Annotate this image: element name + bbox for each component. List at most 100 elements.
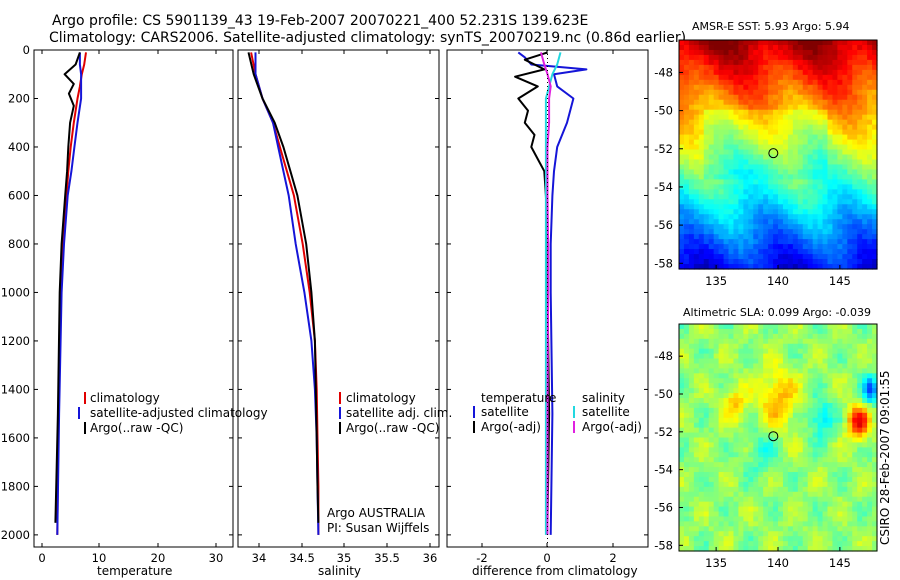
heatmap-cell bbox=[842, 417, 848, 424]
heatmap-cell bbox=[723, 54, 730, 61]
heatmap-cell bbox=[817, 452, 824, 458]
heatmap-cell bbox=[679, 174, 685, 180]
heatmap-cell bbox=[718, 511, 725, 518]
heatmap-cell bbox=[817, 189, 824, 195]
heatmap-cell bbox=[782, 249, 789, 255]
heatmap-cell bbox=[872, 511, 878, 518]
heatmap-cell bbox=[832, 462, 838, 468]
heatmap-cell bbox=[728, 189, 735, 195]
heatmap-cell bbox=[733, 109, 739, 116]
heatmap-cell bbox=[768, 496, 774, 503]
heatmap-cell bbox=[683, 69, 690, 76]
heatmap-cell bbox=[778, 501, 784, 508]
heatmap-cell bbox=[758, 333, 764, 340]
heatmap-cell bbox=[837, 363, 843, 370]
heatmap-cell bbox=[797, 194, 804, 200]
heatmap-cell bbox=[787, 437, 794, 444]
heatmap-cell bbox=[832, 169, 838, 176]
heatmap-cell bbox=[802, 348, 809, 355]
heatmap-cell bbox=[679, 104, 685, 111]
heatmap-cell bbox=[713, 79, 720, 86]
heatmap-cell bbox=[832, 472, 838, 478]
heatmap-cell bbox=[792, 234, 799, 240]
heatmap-cell bbox=[792, 109, 799, 116]
heatmap-cell bbox=[708, 417, 715, 424]
heatmap-cell bbox=[688, 476, 695, 483]
heatmap-cell bbox=[787, 159, 794, 166]
heatmap-cell bbox=[718, 114, 725, 121]
heatmap-cell bbox=[792, 154, 799, 161]
heatmap-cell bbox=[847, 402, 853, 409]
heatmap-cell bbox=[782, 254, 789, 260]
heatmap-cell bbox=[713, 457, 720, 463]
heatmap-cell bbox=[792, 526, 799, 532]
heatmap-cell bbox=[847, 49, 853, 56]
heatmap-cell bbox=[782, 407, 789, 414]
heatmap-cell bbox=[787, 154, 794, 161]
heatmap-cell bbox=[693, 239, 700, 245]
heatmap-cell bbox=[832, 219, 838, 225]
map-x-tick-label: 140 bbox=[767, 274, 789, 288]
heatmap-cell bbox=[718, 64, 725, 71]
heatmap-cell bbox=[718, 234, 725, 240]
heatmap-cell bbox=[679, 343, 685, 350]
heatmap-cell bbox=[827, 541, 834, 547]
heatmap-cell bbox=[852, 244, 858, 250]
heatmap-cell bbox=[778, 259, 784, 265]
heatmap-cell bbox=[743, 491, 749, 498]
heatmap-cell bbox=[857, 407, 863, 414]
heatmap-cell bbox=[857, 199, 863, 205]
heatmap-cell bbox=[733, 363, 739, 370]
heatmap-cell bbox=[688, 407, 695, 414]
heatmap-cell bbox=[778, 422, 784, 429]
heatmap-cell bbox=[738, 442, 744, 448]
heatmap-cell bbox=[753, 333, 759, 340]
heatmap-cell bbox=[797, 368, 804, 374]
heatmap-cell bbox=[748, 427, 754, 434]
heatmap-cell bbox=[797, 324, 804, 330]
heatmap-cell bbox=[733, 204, 739, 210]
heatmap-cell bbox=[728, 169, 735, 176]
heatmap-cell bbox=[842, 353, 848, 360]
heatmap-cell bbox=[852, 476, 858, 483]
heatmap-cell bbox=[743, 338, 749, 345]
heatmap-cell bbox=[782, 417, 789, 424]
heatmap-cell bbox=[867, 204, 873, 210]
heatmap-cell bbox=[787, 398, 794, 404]
heatmap-cell bbox=[688, 264, 695, 270]
heatmap-cell bbox=[713, 393, 720, 399]
heatmap-cell bbox=[733, 104, 739, 111]
heatmap-cell bbox=[723, 388, 730, 394]
y-tick-label: 800 bbox=[8, 237, 30, 251]
heatmap-cell bbox=[688, 40, 695, 46]
heatmap-cell bbox=[768, 94, 774, 101]
heatmap-cell bbox=[703, 229, 710, 235]
heatmap-cell bbox=[708, 179, 715, 185]
heatmap-cell bbox=[683, 254, 690, 260]
heatmap-cell bbox=[817, 516, 824, 522]
heatmap-cell bbox=[728, 204, 735, 210]
heatmap-cell bbox=[688, 144, 695, 151]
heatmap-cell bbox=[718, 393, 725, 399]
heatmap-cell bbox=[698, 214, 705, 220]
heatmap-cell bbox=[703, 452, 710, 458]
heatmap-cell bbox=[679, 328, 685, 335]
heatmap-cell bbox=[832, 338, 838, 345]
heatmap-cell bbox=[758, 452, 764, 458]
heatmap-cell bbox=[753, 481, 759, 488]
heatmap-cell bbox=[817, 194, 824, 200]
heatmap-cell bbox=[827, 229, 834, 235]
heatmap-cell bbox=[827, 491, 834, 498]
heatmap-cell bbox=[852, 526, 858, 532]
heatmap-cell bbox=[748, 521, 754, 527]
heatmap-cell bbox=[703, 437, 710, 444]
heatmap-cell bbox=[708, 393, 715, 399]
heatmap-cell bbox=[837, 239, 843, 245]
heatmap-cell bbox=[773, 378, 779, 384]
heatmap-cell bbox=[733, 264, 739, 270]
heatmap-cell bbox=[857, 506, 863, 513]
heatmap-cell bbox=[867, 94, 873, 101]
heatmap-cell bbox=[827, 412, 834, 419]
heatmap-cell bbox=[679, 144, 685, 151]
